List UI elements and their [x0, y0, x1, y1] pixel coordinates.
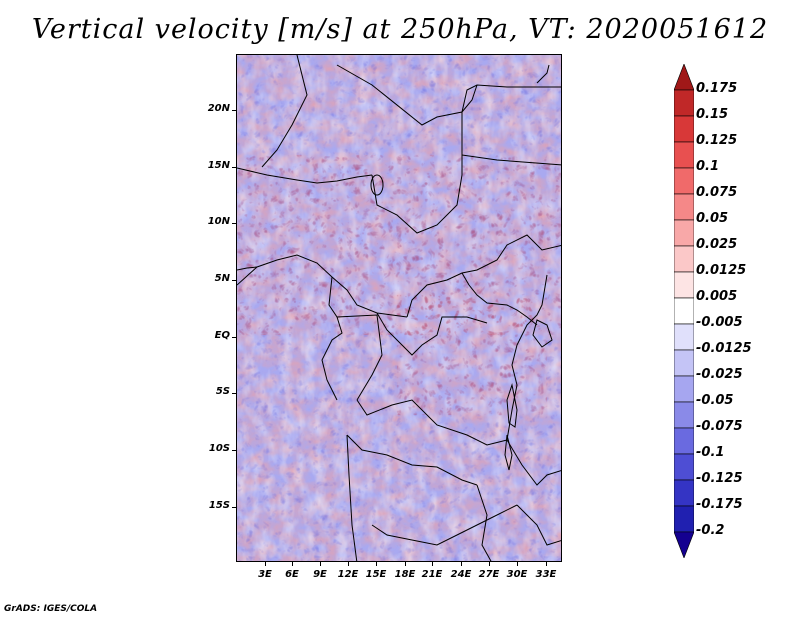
longitude-label: 6E	[285, 569, 299, 580]
colorbar-segment	[674, 453, 694, 481]
colorbar-segment	[674, 375, 694, 403]
longitude-label: 9E	[313, 569, 327, 580]
latitude-tick	[232, 450, 236, 451]
longitude-tick	[376, 562, 377, 566]
colorbar-label: 0.05	[696, 211, 729, 226]
colorbar-label: 0.075	[696, 185, 738, 200]
latitude-tick	[232, 507, 236, 508]
latitude-label: 10N	[207, 216, 230, 227]
longitude-tick	[546, 562, 547, 566]
country-borders	[237, 55, 561, 561]
velocity-field-map	[237, 55, 561, 561]
latitude-label: 20N	[207, 103, 230, 114]
latitude-label: 5N	[214, 273, 230, 284]
colorbar-segment	[674, 323, 694, 351]
colorbar-label: -0.025	[696, 367, 743, 382]
colorbar-label: 0.005	[696, 289, 738, 304]
latitude-label: 10S	[208, 443, 230, 454]
longitude-tick	[320, 562, 321, 566]
colorbar-segment	[674, 479, 694, 507]
colorbar-segment	[674, 297, 694, 325]
colorbar	[674, 64, 694, 558]
latitude-tick	[232, 393, 236, 394]
colorbar-segment	[674, 531, 694, 558]
colorbar-label: 0.15	[696, 107, 729, 122]
colorbar-label: -0.175	[696, 497, 743, 512]
colorbar-segment	[674, 193, 694, 221]
colorbar-segment	[674, 89, 694, 117]
colorbar-label: -0.0125	[696, 341, 752, 356]
colorbar-label: 0.125	[696, 133, 738, 148]
chart-title: Vertical velocity [m/s] at 250hPa, VT: 2…	[31, 14, 769, 45]
colorbar-label: -0.2	[696, 523, 725, 538]
colorbar-segment	[674, 271, 694, 299]
latitude-label: EQ	[214, 330, 230, 341]
colorbar-label: 0.0125	[696, 263, 747, 278]
latitude-label: 15N	[207, 160, 230, 171]
longitude-label: 24E	[450, 569, 472, 580]
colorbar-label: -0.075	[696, 419, 743, 434]
longitude-tick	[432, 562, 433, 566]
longitude-label: 30E	[506, 569, 528, 580]
longitude-label: 33E	[535, 569, 557, 580]
grads-credit: GrADS: IGES/COLA	[4, 604, 98, 614]
colorbar-label: -0.005	[696, 315, 743, 330]
colorbar-label: 0.175	[696, 81, 738, 96]
latitude-tick	[232, 280, 236, 281]
colorbar-label: -0.125	[696, 471, 743, 486]
longitude-tick	[517, 562, 518, 566]
colorbar-segment	[674, 427, 694, 455]
colorbar-segment	[674, 219, 694, 247]
longitude-tick	[265, 562, 266, 566]
longitude-label: 15E	[365, 569, 387, 580]
longitude-label: 18E	[394, 569, 416, 580]
latitude-tick	[232, 223, 236, 224]
map-panel	[236, 54, 562, 562]
colorbar-label: -0.05	[696, 393, 734, 408]
colorbar-label: -0.1	[696, 445, 725, 460]
latitude-label: 5S	[215, 386, 230, 397]
longitude-tick	[405, 562, 406, 566]
latitude-tick	[232, 110, 236, 111]
latitude-tick	[232, 167, 236, 168]
longitude-label: 12E	[337, 569, 359, 580]
colorbar-segment	[674, 141, 694, 169]
longitude-tick	[461, 562, 462, 566]
colorbar-segment	[674, 245, 694, 273]
colorbar-segment	[674, 115, 694, 143]
colorbar-label: 0.1	[696, 159, 720, 174]
latitude-tick	[232, 337, 236, 338]
colorbar-segment	[674, 401, 694, 429]
longitude-tick	[489, 562, 490, 566]
colorbar-label: 0.025	[696, 237, 738, 252]
colorbar-segment	[674, 64, 694, 91]
longitude-label: 27E	[478, 569, 500, 580]
colorbar-segment	[674, 349, 694, 377]
longitude-label: 3E	[258, 569, 272, 580]
longitude-tick	[348, 562, 349, 566]
longitude-label: 21E	[421, 569, 443, 580]
longitude-tick	[292, 562, 293, 566]
colorbar-segment	[674, 167, 694, 195]
lakes	[370, 174, 553, 471]
latitude-label: 15S	[208, 500, 230, 511]
colorbar-segment	[674, 505, 694, 533]
